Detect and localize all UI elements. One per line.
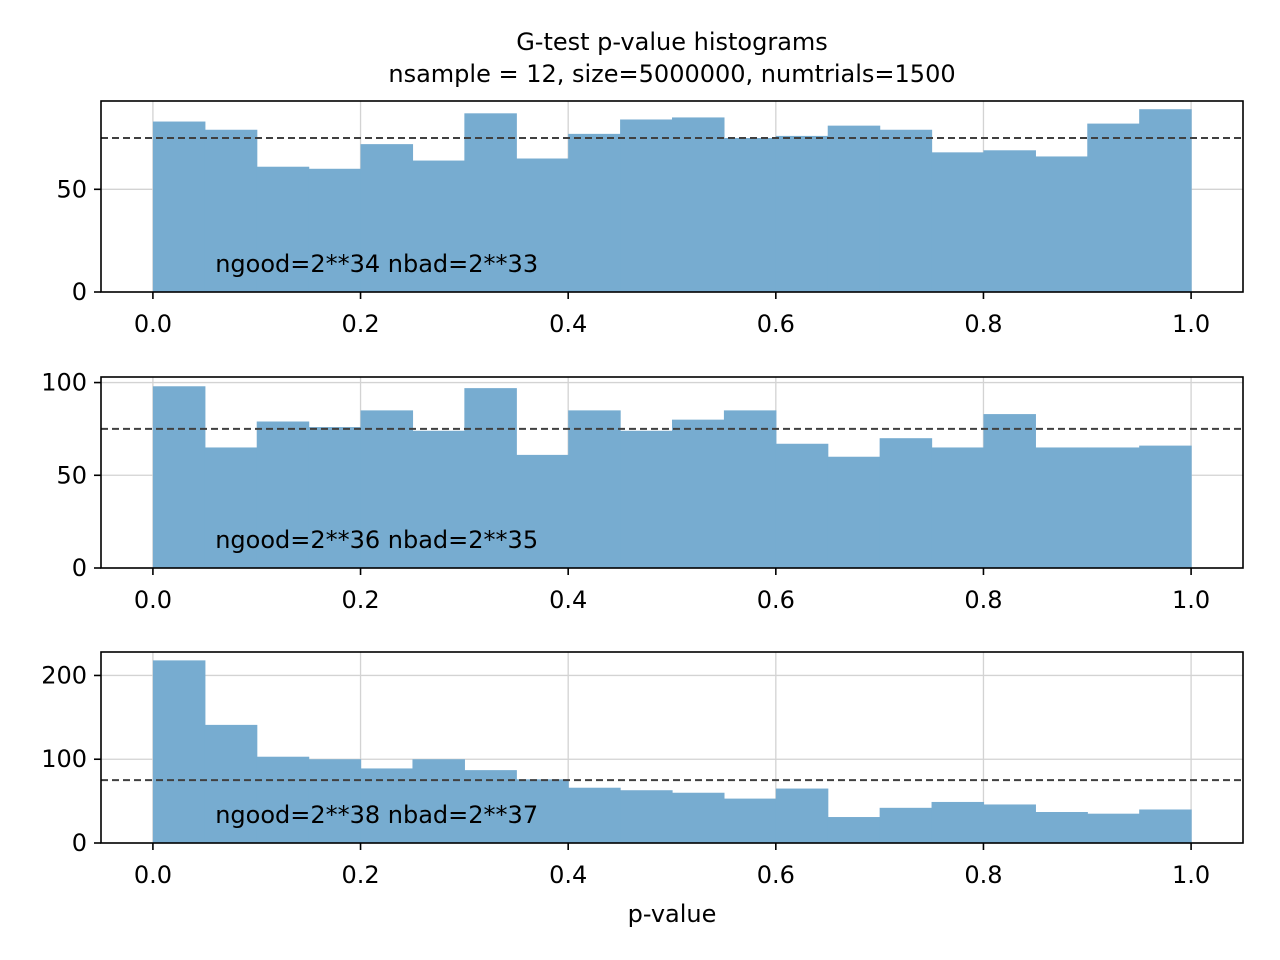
histogram-bar bbox=[464, 770, 517, 843]
figure-title-line1: G-test p-value histograms bbox=[516, 28, 828, 56]
histogram-bar bbox=[568, 410, 621, 568]
histogram-bar bbox=[568, 133, 621, 292]
x-tick-label: 0.0 bbox=[134, 310, 172, 338]
histogram-bar bbox=[827, 817, 881, 843]
histogram-bar bbox=[1087, 813, 1140, 843]
histogram-panel-2: ngood=2**36 nbad=2**35 0.0 0.2 0.4 0.6 0.8 1.0… bbox=[41, 369, 1244, 614]
x-tick-label: 1.0 bbox=[1172, 586, 1210, 614]
axes-frame bbox=[100, 376, 1244, 569]
histogram-bar bbox=[360, 410, 414, 568]
x-tick-label: 1.0 bbox=[1172, 310, 1210, 338]
histogram-bar bbox=[308, 168, 362, 292]
histogram-bar bbox=[775, 135, 829, 292]
histogram-bar bbox=[412, 430, 465, 568]
x-tick-label: 0.4 bbox=[549, 586, 587, 614]
axes-frame bbox=[100, 100, 1244, 293]
histogram-bar bbox=[1035, 156, 1088, 292]
y-tick-label: 0 bbox=[72, 554, 87, 582]
histogram-bar bbox=[723, 798, 777, 843]
histogram-bar bbox=[983, 804, 1036, 843]
x-tick-label: 0.8 bbox=[964, 586, 1002, 614]
histogram-bar bbox=[152, 121, 206, 293]
axes-frame bbox=[100, 651, 1244, 844]
x-tick-label: 1.0 bbox=[1172, 861, 1210, 889]
histogram-bar bbox=[931, 152, 985, 292]
histogram-bar bbox=[775, 788, 829, 843]
x-tick-label: 0.4 bbox=[549, 861, 587, 889]
y-tick-label: 50 bbox=[56, 175, 87, 203]
histogram-bar bbox=[983, 414, 1036, 568]
histogram-bar bbox=[464, 113, 517, 293]
x-tick-label: 0.0 bbox=[134, 861, 172, 889]
histogram-bar bbox=[1139, 445, 1192, 568]
x-tick-label: 0.2 bbox=[341, 310, 379, 338]
histogram-bar bbox=[256, 421, 310, 568]
histogram-bar bbox=[775, 443, 829, 568]
histogram-bar bbox=[620, 119, 673, 292]
x-tick-label: 0.6 bbox=[757, 310, 795, 338]
histogram-bar bbox=[256, 756, 310, 843]
histogram-bar bbox=[672, 419, 725, 568]
histogram-bar bbox=[879, 438, 933, 568]
panel-annotation: ngood=2**34 nbad=2**33 bbox=[215, 250, 538, 278]
y-tick-label: 100 bbox=[41, 745, 87, 773]
histogram-bar bbox=[931, 801, 985, 843]
y-tick-label: 0 bbox=[72, 829, 87, 857]
histogram-bar bbox=[516, 779, 569, 843]
histogram-bar bbox=[204, 447, 258, 568]
histogram-bar bbox=[516, 158, 569, 292]
x-tick-label: 0.2 bbox=[341, 861, 379, 889]
x-tick-label: 0.0 bbox=[134, 586, 172, 614]
histogram-bar bbox=[879, 807, 933, 843]
histogram-bar bbox=[1139, 109, 1192, 292]
panel-annotation: ngood=2**38 nbad=2**37 bbox=[215, 801, 538, 829]
panel-annotation: ngood=2**36 nbad=2**35 bbox=[215, 526, 538, 554]
histogram-bar bbox=[412, 759, 465, 843]
histogram-bar bbox=[308, 759, 362, 843]
histogram-bar bbox=[1139, 809, 1192, 843]
y-tick-label: 100 bbox=[41, 369, 87, 397]
histogram-bar bbox=[256, 166, 310, 292]
x-tick-label: 0.2 bbox=[341, 586, 379, 614]
histogram-bar bbox=[204, 129, 258, 292]
histogram-bar bbox=[827, 125, 881, 292]
histogram-bar bbox=[204, 724, 258, 843]
y-tick-label: 0 bbox=[72, 278, 87, 306]
x-tick-label: 0.8 bbox=[964, 861, 1002, 889]
histogram-bar bbox=[723, 137, 777, 292]
histogram-bar bbox=[516, 454, 569, 568]
histogram-bar bbox=[464, 388, 517, 568]
histogram-bar bbox=[412, 160, 465, 292]
histogram-bar bbox=[931, 447, 985, 568]
histogram-bar bbox=[568, 787, 621, 843]
histogram-bar bbox=[672, 792, 725, 843]
histogram-bar bbox=[1087, 123, 1140, 292]
y-tick-label: 50 bbox=[56, 461, 87, 489]
figure-title-line2: nsample = 12, size=5000000, numtrials=15… bbox=[388, 60, 955, 88]
histogram-bar bbox=[308, 427, 362, 568]
histogram-bar bbox=[879, 129, 933, 292]
histogram-panels: ngood=2**34 nbad=2**33 0.0 0.2 0.4 0.6 0.8 1.0… bbox=[41, 100, 1244, 889]
x-tick-label: 0.8 bbox=[964, 310, 1002, 338]
histogram-bar bbox=[620, 790, 673, 843]
histogram-panel-3: ngood=2**38 nbad=2**37 0.0 0.2 0.4 0.6 0.8 1.0… bbox=[41, 651, 1244, 889]
x-tick-label: 0.6 bbox=[757, 586, 795, 614]
histogram-bar bbox=[152, 386, 206, 568]
histogram-panel-1: ngood=2**34 nbad=2**33 0.0 0.2 0.4 0.6 0.8 1.0… bbox=[56, 100, 1244, 338]
histogram-bar bbox=[672, 117, 725, 292]
x-tick-label: 0.6 bbox=[757, 861, 795, 889]
histogram-bar bbox=[152, 660, 206, 843]
histogram-bar bbox=[1035, 812, 1088, 843]
y-tick-label: 200 bbox=[41, 661, 87, 689]
histogram-bar bbox=[723, 410, 777, 568]
histogram-bar bbox=[1087, 447, 1140, 568]
histogram-bar bbox=[360, 144, 414, 292]
histogram-bar bbox=[827, 456, 881, 568]
histogram-bar bbox=[620, 430, 673, 568]
histogram-bar bbox=[1035, 447, 1088, 568]
x-axis-label: p-value bbox=[628, 900, 717, 928]
histogram-bar bbox=[983, 150, 1036, 292]
x-tick-label: 0.4 bbox=[549, 310, 587, 338]
